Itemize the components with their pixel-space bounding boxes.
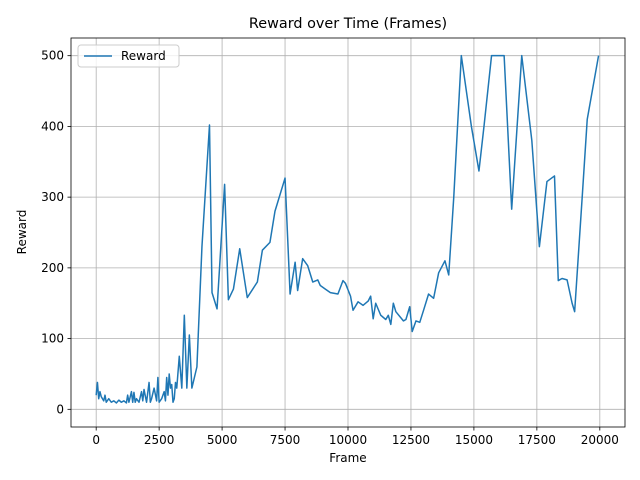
x-tick-label: 2500 [144, 433, 175, 447]
x-tick-label: 10000 [329, 433, 367, 447]
x-tick-label: 0 [92, 433, 100, 447]
x-tick-label: 17500 [518, 433, 556, 447]
y-axis-label: Reward [15, 210, 29, 255]
x-tick-label: 15000 [455, 433, 493, 447]
y-tick-label: 100 [41, 332, 64, 346]
plot-frame [70, 37, 626, 428]
x-tick-label: 12500 [392, 433, 430, 447]
y-tick-label: 0 [56, 402, 64, 416]
x-tick-label: 20000 [581, 433, 619, 447]
legend-box [77, 44, 180, 68]
x-axis-label: Frame [329, 451, 366, 465]
line [95, 54, 600, 404]
y-tick-label: 200 [41, 261, 64, 275]
x-tick-label: 7500 [270, 433, 301, 447]
legend-label: Reward [121, 49, 166, 63]
y-tick-label: 500 [41, 49, 64, 63]
y-tick-label: 300 [41, 190, 64, 204]
chart-title: Reward over Time (Frames) [249, 16, 447, 32]
x-tick-label: 5000 [207, 433, 238, 447]
y-tick-label: 400 [41, 119, 64, 133]
